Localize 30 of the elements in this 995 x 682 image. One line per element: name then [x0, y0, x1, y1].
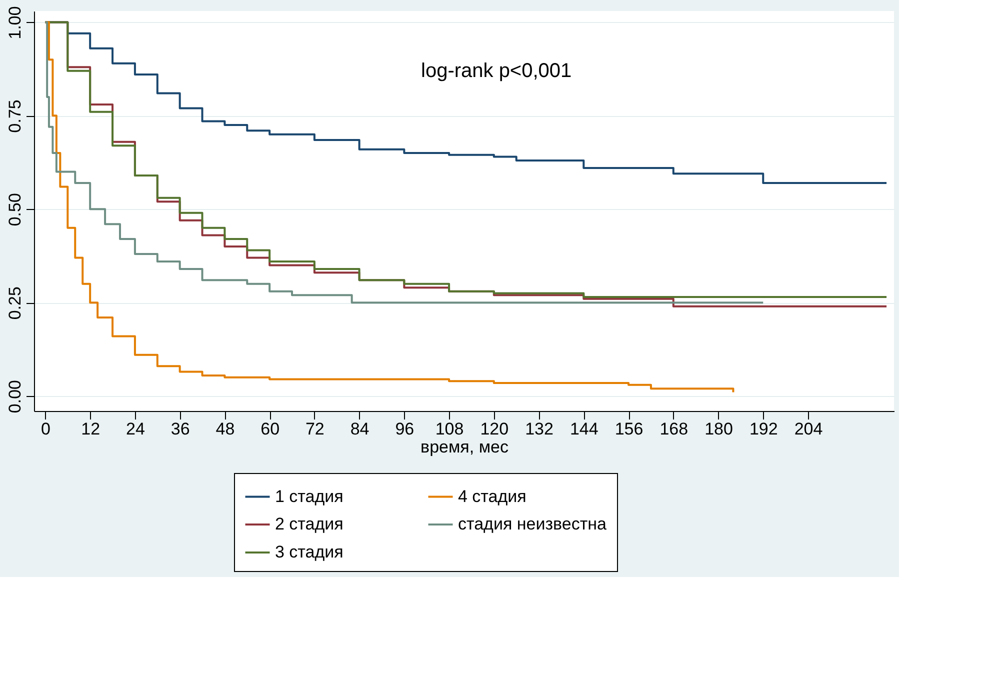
y-tick-label: 0.00 [6, 380, 24, 414]
legend-label: стадия неизвестна [458, 514, 607, 534]
x-tick-label: 156 [614, 420, 644, 438]
x-tick-label: 84 [350, 420, 370, 438]
x-tick-label: 72 [305, 420, 324, 438]
legend-label: 2 стадия [275, 514, 344, 534]
annotation: log-rank p<0,001 [421, 60, 572, 82]
y-tick-label: 1.00 [6, 6, 24, 40]
x-tick-label: 60 [260, 420, 280, 438]
x-tick-label: 108 [435, 420, 464, 438]
x-tick-label: 96 [395, 420, 414, 438]
x-tick-label: 48 [216, 420, 235, 438]
x-axis-title: время, мес [420, 438, 509, 456]
x-tick-label: 12 [81, 420, 100, 438]
y-tick-label: 0.50 [6, 193, 24, 226]
x-tick-label: 24 [126, 420, 145, 438]
y-tick-label: 0.25 [6, 286, 24, 320]
x-tick-label: 132 [525, 420, 554, 438]
x-tick-label: 192 [749, 420, 778, 438]
y-tick-label: 0.75 [6, 100, 24, 133]
x-tick-label: 0 [40, 420, 50, 438]
legend-label: 3 стадия [275, 542, 344, 562]
legend-label: 4 стадия [458, 486, 526, 506]
legend-label: 1 стадия [275, 486, 344, 506]
x-tick-label: 168 [660, 420, 688, 438]
x-tick-label: 144 [570, 420, 598, 438]
x-tick-label: 180 [704, 420, 733, 438]
x-tick-label: 36 [170, 420, 190, 438]
x-tick-label: 204 [794, 420, 823, 438]
x-tick-label: 120 [480, 420, 509, 438]
